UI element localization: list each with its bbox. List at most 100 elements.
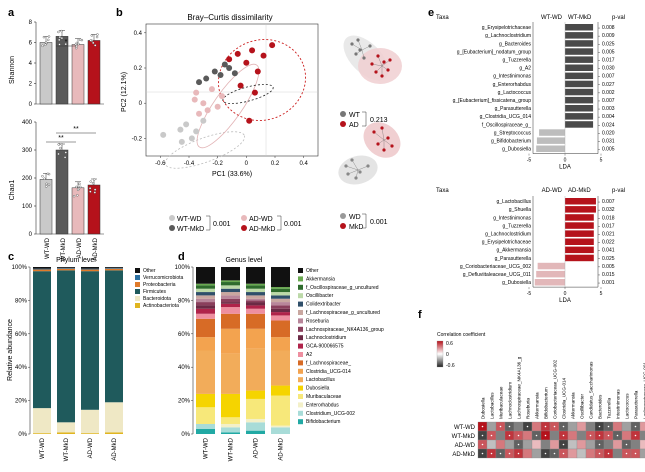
legend-label: Lactobacillus — [306, 377, 335, 383]
legend-label: f_Lachnospiraceae_g_uncultured — [306, 310, 380, 316]
stack-segment — [81, 433, 99, 434]
legend-label: Muribaculaceae — [306, 394, 342, 400]
heatmap-col-label: Muribaculaceae — [499, 386, 504, 419]
heatmap-col-label: Akkermansia — [571, 392, 576, 419]
legend-swatch — [298, 402, 303, 408]
pval-label: 0.002 — [602, 90, 615, 96]
stack-segment — [105, 402, 123, 433]
heatmap-col-label: Oscillibacter — [580, 394, 585, 419]
legend-admkd-label: AD-MkD — [249, 226, 275, 233]
significance-marker — [508, 434, 511, 437]
heatmap-col-label: Bacteroides — [598, 394, 603, 419]
alpha-bar — [71, 44, 85, 105]
stack-segment — [196, 283, 215, 286]
lda-tick-label: 0 — [564, 158, 567, 164]
alpha-bar — [55, 36, 69, 105]
stack-segment — [221, 353, 240, 394]
chao1-yticks: 400 300 200 100 0 — [22, 120, 36, 238]
pval-label: 0.024 — [602, 122, 615, 128]
sample-point — [95, 35, 99, 39]
pcoa-point — [204, 107, 211, 114]
lda-bar — [565, 206, 596, 213]
taxon-label: g_Tuzzerella — [503, 58, 532, 64]
significance-marker — [598, 443, 601, 446]
sample-point — [45, 185, 48, 188]
mini-node — [376, 142, 380, 146]
sample-point — [64, 42, 67, 46]
genus-yticks: 100% 80% 60% 40% 20% 0% — [175, 265, 194, 438]
lda-bar — [565, 80, 594, 88]
pval-label: 0.008 — [602, 25, 615, 31]
legend-label: f_Oscillospiraceae_g_uncultured — [306, 285, 379, 291]
wtwd-ellipse — [164, 131, 246, 169]
sample-point — [96, 33, 99, 36]
ytick-label: 80% — [178, 298, 191, 304]
mini-node — [358, 48, 362, 52]
pcoa-point — [237, 82, 244, 89]
sample-point — [76, 194, 79, 197]
taxon-label: g_Parasutterella — [495, 256, 532, 262]
wtmkd-ellipse — [222, 84, 274, 104]
lda-bar — [565, 40, 594, 47]
stack-segment — [81, 268, 99, 270]
legend-label: Lachnoclostridium — [306, 335, 346, 341]
legend-wtmkd-label: WT-MkD — [177, 226, 204, 233]
stack-segment — [81, 269, 99, 272]
sample-point — [44, 41, 48, 44]
mini-node — [362, 56, 366, 60]
lefse-ad-pval-header: p-val — [612, 188, 625, 194]
significance-marker — [634, 434, 637, 437]
legend-adwd-dot — [241, 215, 247, 221]
significance-marker — [562, 452, 565, 455]
significance-marker — [508, 452, 511, 455]
taxon-label: g_Defluviitaleaceae_UCG_011 — [463, 272, 532, 278]
stack-segment — [57, 267, 75, 269]
shannon-sig-label: * — [65, 39, 68, 46]
legend-wtmkd-dot — [169, 225, 175, 231]
ytick-label: 8 — [29, 20, 33, 26]
panel-label-e: e — [428, 7, 434, 19]
stack-segment — [221, 298, 240, 303]
pcoa-point — [188, 135, 195, 142]
ytick-label: 4 — [29, 61, 33, 67]
pcoa-point — [246, 117, 253, 124]
lda-bar — [565, 230, 594, 237]
sample-point — [58, 35, 62, 39]
significance-marker — [526, 425, 529, 428]
heatmap-cell — [585, 448, 596, 459]
mini-node — [374, 70, 378, 74]
mini-node — [344, 164, 348, 168]
stack-segment — [246, 348, 265, 391]
pval-label: 0.041 — [602, 248, 615, 254]
lefse-ad-taxa-header: Taxa — [436, 188, 449, 194]
lda-bar — [536, 270, 565, 278]
pcoa-point — [193, 89, 200, 96]
mini-edge — [383, 139, 393, 147]
legend-adwd-label: AD-WD — [249, 216, 273, 223]
lda-bar — [565, 214, 594, 221]
stack-segment — [271, 267, 290, 288]
sample-point — [64, 151, 67, 154]
sample-point — [89, 39, 92, 42]
lda-bar — [565, 56, 594, 63]
pcoa-point — [211, 68, 218, 75]
heatmap-cell — [549, 430, 560, 441]
stack-segment — [57, 267, 75, 268]
heatmap-cell — [540, 439, 551, 450]
stack-segment — [271, 312, 290, 316]
stack-segment — [196, 305, 215, 309]
mini-node — [358, 170, 362, 174]
ytick-label: 20% — [178, 399, 191, 405]
stack-segment — [246, 422, 265, 431]
legend-label: Lachnospiraceae_NK4A136_group — [306, 327, 384, 333]
phylum-legend: OtherVerrucomicrobiotaProteobacteriaFirm… — [135, 268, 184, 309]
stack-segment — [271, 425, 290, 428]
stack-segment — [246, 418, 265, 423]
significance-marker — [562, 434, 565, 437]
mini-node — [380, 126, 384, 130]
sample-point — [78, 38, 82, 42]
significance-marker — [481, 443, 484, 446]
heatmap-cell — [612, 439, 623, 450]
significance-marker — [562, 443, 565, 446]
heatmap-cell — [531, 439, 542, 450]
